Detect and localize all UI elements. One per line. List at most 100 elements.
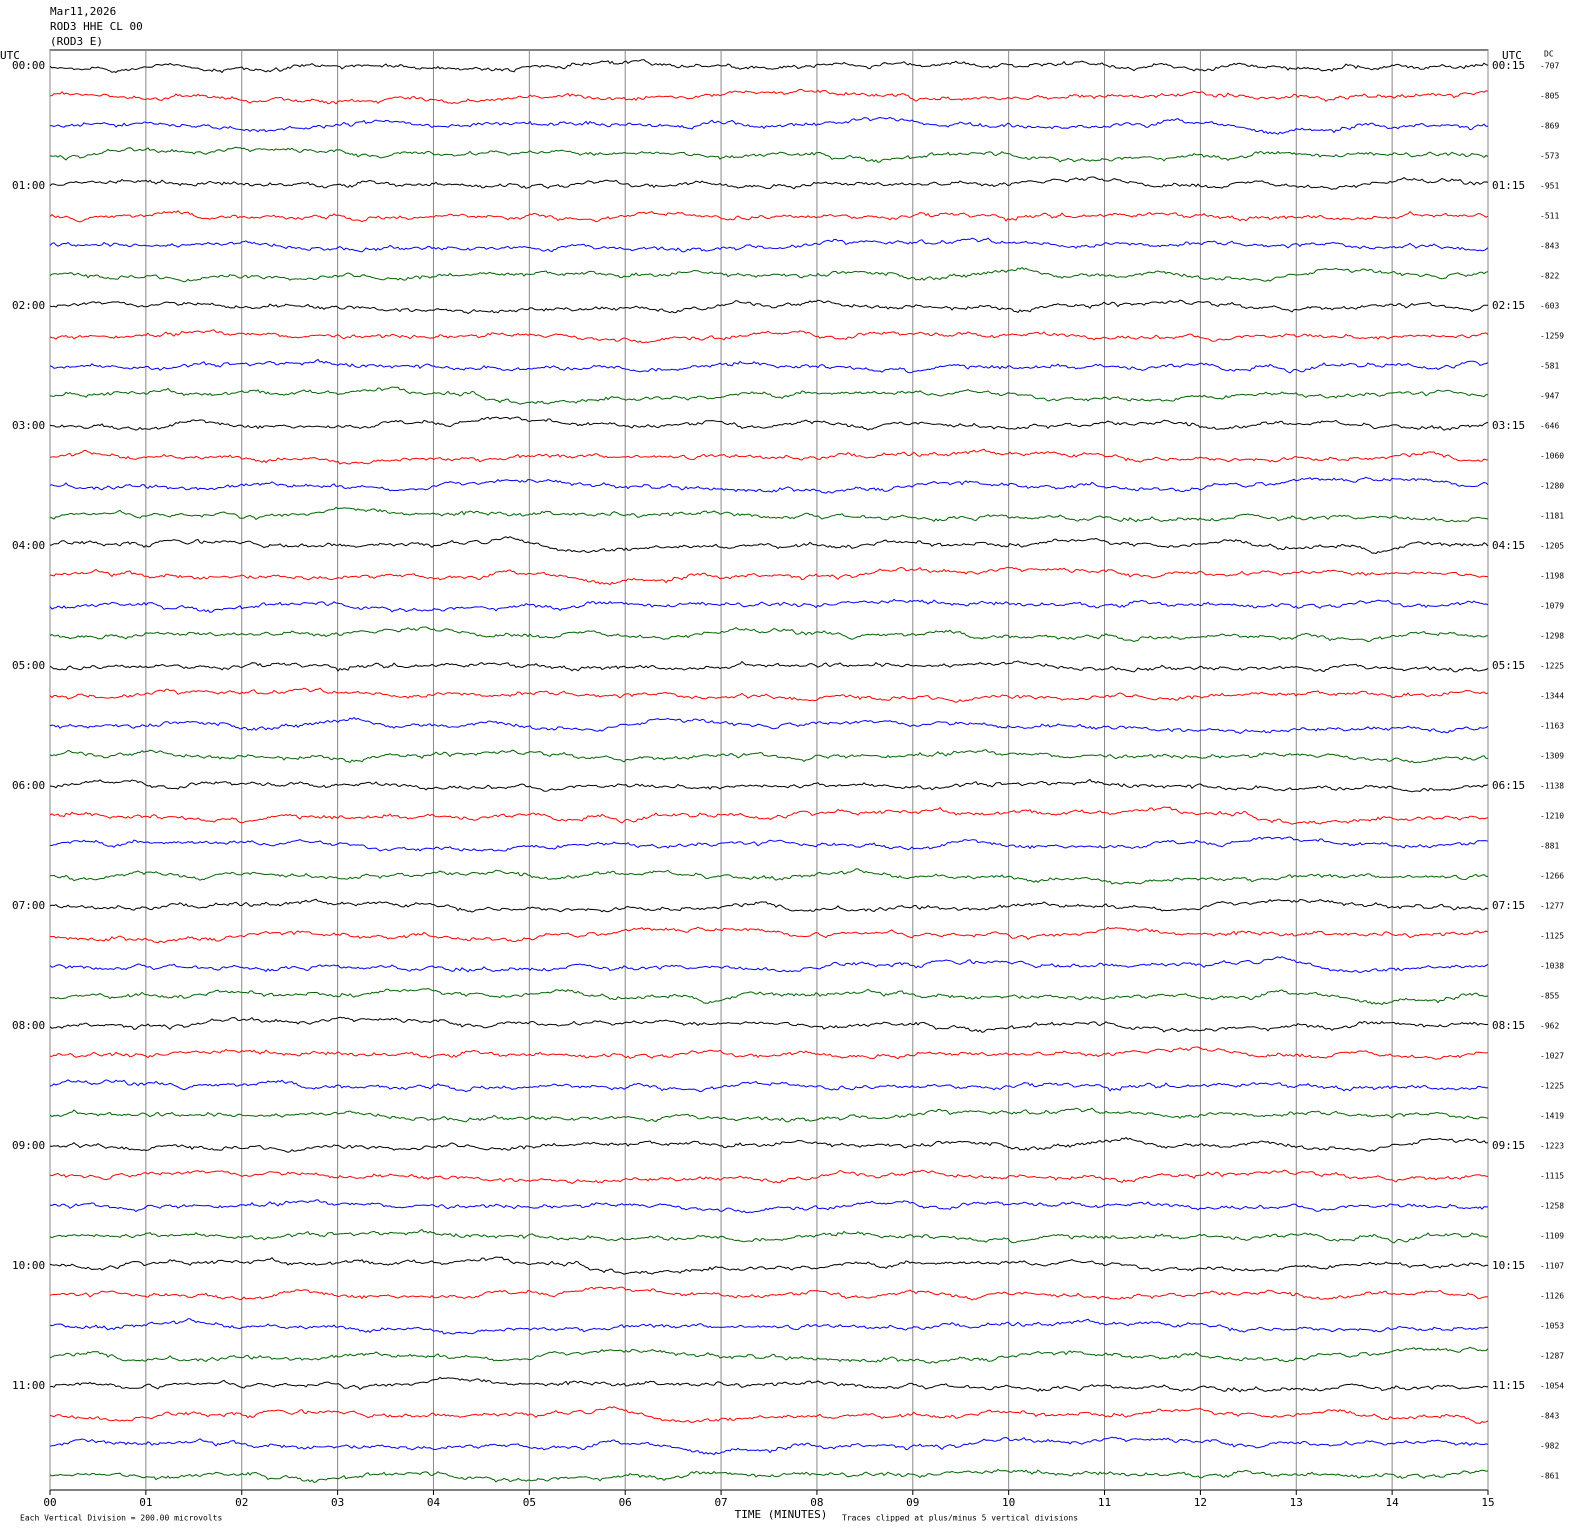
trace [49, 1169, 1489, 1185]
trace [49, 146, 1489, 163]
trace [50, 836, 1489, 852]
dc-value: -1109 [1540, 1232, 1564, 1241]
dc-value: -1258 [1540, 1202, 1564, 1211]
left-time-label: 10:00 [12, 1259, 45, 1272]
dc-value: -1309 [1540, 752, 1564, 761]
dc-value: -1115 [1540, 1172, 1564, 1181]
trace [49, 566, 1489, 586]
x-tick-label: 04 [427, 1496, 441, 1509]
trace [49, 416, 1489, 431]
trace [49, 116, 1489, 135]
dc-value: -855 [1540, 992, 1559, 1001]
dc-value: -1266 [1540, 872, 1564, 881]
trace [49, 237, 1489, 253]
dc-value: -581 [1540, 362, 1559, 371]
dc-value: -1126 [1540, 1292, 1564, 1301]
trace [49, 448, 1489, 465]
dc-value: -1079 [1540, 602, 1564, 611]
trace [49, 1256, 1489, 1275]
left-time-label: 11:00 [12, 1379, 45, 1392]
x-tick-label: 03 [331, 1496, 344, 1509]
trace [49, 1286, 1489, 1301]
dc-value: -1181 [1540, 512, 1564, 521]
trace [49, 1199, 1488, 1214]
dc-value: -1259 [1540, 332, 1564, 341]
title-line: (ROD3 E) [50, 35, 103, 48]
dc-value: -707 [1540, 62, 1559, 71]
right-time-label: 02:15 [1492, 299, 1525, 312]
dc-value: -947 [1540, 392, 1559, 401]
dc-value: -1277 [1540, 902, 1564, 911]
dc-value: -1225 [1540, 662, 1564, 671]
title-line: Mar11,2026 [50, 5, 116, 18]
trace [49, 1406, 1489, 1425]
x-tick-label: 09 [906, 1496, 919, 1509]
x-tick-label: 02 [235, 1496, 248, 1509]
dc-value: -843 [1540, 1412, 1559, 1421]
trace [49, 506, 1489, 523]
dc-value: -1060 [1540, 452, 1564, 461]
left-time-label: 00:00 [12, 59, 45, 72]
x-tick-label: 08 [810, 1496, 823, 1509]
dc-value: -843 [1540, 242, 1559, 251]
dc-value: -1223 [1540, 1142, 1564, 1151]
x-axis-label: TIME (MINUTES) [735, 1508, 828, 1521]
trace [49, 299, 1488, 315]
trace [49, 626, 1489, 643]
trace [49, 1376, 1488, 1393]
dc-value: -1054 [1540, 1382, 1564, 1391]
trace [49, 956, 1489, 974]
x-tick-label: 15 [1481, 1496, 1494, 1509]
x-tick-label: 14 [1386, 1496, 1400, 1509]
dc-value: -861 [1540, 1472, 1559, 1481]
x-tick-label: 00 [43, 1496, 56, 1509]
dc-value: -1205 [1540, 542, 1564, 551]
title-line: ROD3 HHE CL 00 [50, 20, 143, 33]
right-time-label: 04:15 [1492, 539, 1525, 552]
trace [49, 1318, 1489, 1335]
left-time-label: 06:00 [12, 779, 45, 792]
trace [49, 898, 1489, 913]
trace [49, 868, 1489, 885]
trace [49, 716, 1489, 735]
right-time-label: 06:15 [1492, 779, 1525, 792]
trace [49, 1436, 1489, 1456]
dc-value: -1298 [1540, 632, 1564, 641]
trace [49, 987, 1489, 1006]
right-time-label: 07:15 [1492, 899, 1525, 912]
trace [49, 1228, 1489, 1244]
right-time-label: 05:15 [1492, 659, 1525, 672]
trace [49, 358, 1489, 374]
trace [49, 88, 1489, 105]
dc-value: -822 [1540, 272, 1559, 281]
trace [49, 687, 1489, 703]
x-tick-label: 10 [1002, 1496, 1015, 1509]
dc-value: -1125 [1540, 932, 1564, 941]
dc-value: -869 [1540, 122, 1559, 131]
dc-value: -982 [1540, 1442, 1559, 1451]
scale-note: Each Vertical Division = 200.00 microvol… [20, 1514, 222, 1523]
clip-note: Traces clipped at plus/minus 5 vertical … [842, 1514, 1078, 1523]
dc-value: -1138 [1540, 782, 1564, 791]
trace [49, 1046, 1489, 1061]
dc-value: -603 [1540, 302, 1559, 311]
right-time-label: 01:15 [1492, 179, 1525, 192]
dc-value: -1344 [1540, 692, 1564, 701]
x-tick-label: 05 [523, 1496, 536, 1509]
trace [49, 749, 1489, 764]
dc-value: -1027 [1540, 1052, 1564, 1061]
trace [49, 1346, 1489, 1364]
x-tick-label: 01 [139, 1496, 152, 1509]
trace [49, 1079, 1489, 1093]
left-time-label: 05:00 [12, 659, 45, 672]
dc-value: -1198 [1540, 572, 1564, 581]
dc-value: -646 [1540, 422, 1559, 431]
dc-value: -1163 [1540, 722, 1564, 731]
trace [49, 1016, 1489, 1033]
trace [49, 266, 1489, 283]
dc-value: -1225 [1540, 1082, 1564, 1091]
dc-value: -1038 [1540, 962, 1564, 971]
left-axis-label: UTC [0, 49, 20, 62]
x-tick-label: 06 [619, 1496, 632, 1509]
